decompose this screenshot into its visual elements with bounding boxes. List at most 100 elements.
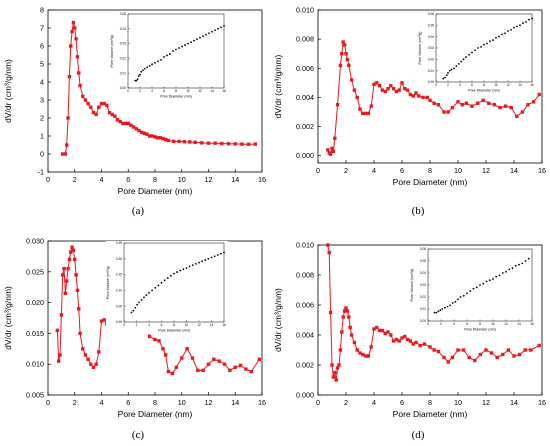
inset-point <box>166 54 168 57</box>
inset-point <box>160 58 162 61</box>
inset-point <box>439 309 442 312</box>
data-point <box>71 20 76 25</box>
data-point <box>134 127 138 131</box>
data-point <box>59 313 64 317</box>
data-point <box>484 348 488 352</box>
inset-point <box>462 294 465 297</box>
data-point <box>253 142 258 146</box>
data-point <box>217 359 221 363</box>
inset-point <box>190 41 192 44</box>
data-point <box>196 368 200 373</box>
data-point <box>62 267 66 271</box>
inset-x-tick-label: 0 <box>435 83 437 87</box>
inset-point <box>202 35 204 38</box>
x-tick-label: 12 <box>482 166 490 175</box>
x-tick-label: 10 <box>454 398 462 407</box>
inset-point <box>157 284 160 287</box>
data-point <box>328 152 333 156</box>
data-point <box>344 52 348 56</box>
y-tick-label: 0.000 <box>296 391 314 400</box>
data-point <box>153 135 157 139</box>
inset-point <box>139 73 141 76</box>
x-tick-label: 2 <box>73 175 77 184</box>
data-point <box>363 354 368 358</box>
data-point <box>348 325 352 330</box>
x-tick-label: 12 <box>482 398 490 407</box>
y-tick-label: 0.004 <box>296 331 314 340</box>
data-point <box>201 368 205 373</box>
inset-point <box>444 306 446 309</box>
data-point <box>380 88 385 92</box>
inset-point <box>140 70 143 73</box>
inset-background <box>110 12 228 100</box>
y-tick-label: 0.008 <box>296 35 314 44</box>
data-point <box>147 334 152 339</box>
inset-point <box>446 305 449 308</box>
panel-label: (a) <box>132 205 145 217</box>
y-tick-label: 5 <box>40 60 44 69</box>
data-point <box>335 366 340 370</box>
inset-point <box>160 281 163 284</box>
data-point <box>153 337 157 342</box>
data-point <box>352 340 357 345</box>
data-point <box>123 121 128 126</box>
inset-point <box>531 17 533 20</box>
data-point <box>63 152 68 156</box>
x-axis-title: Pore Diameter (nm) <box>118 186 193 196</box>
y-axis-title: dV/dr (cm³/g/nm) <box>273 54 283 118</box>
data-point <box>164 353 168 357</box>
inset-point <box>433 311 436 314</box>
data-point <box>77 307 81 311</box>
inset-plot: 0 2 4 6 8 10 12 14 16 0.00 0.01 0.02 0.03 0.04 0.05 0.0… <box>418 12 536 94</box>
inset-y-tick-label: 0.03 <box>428 46 434 50</box>
inset-point <box>138 301 140 304</box>
inset-y-tick-label: 0.06 <box>428 12 434 16</box>
inset-y-tick-label: 0.04 <box>428 35 434 39</box>
inset-point <box>495 36 497 39</box>
inset-point <box>459 296 462 298</box>
data-point <box>523 348 527 352</box>
data-point <box>450 355 455 360</box>
data-point <box>330 363 334 367</box>
data-point <box>137 128 141 133</box>
x-tick-label: 8 <box>153 175 157 184</box>
inset-y-tick-label: 0.20 <box>116 257 122 261</box>
inset-point <box>510 28 512 31</box>
data-point <box>347 63 351 68</box>
data-point <box>228 368 232 373</box>
x-tick-label: 4 <box>100 398 104 407</box>
data-point <box>366 354 371 358</box>
data-point <box>139 130 144 135</box>
inset-point <box>451 302 454 304</box>
data-point <box>460 103 464 107</box>
inset-point <box>163 279 166 282</box>
data-point <box>341 40 345 44</box>
inset-x-tick-label: 4 <box>453 322 455 326</box>
inset-y-tick-label: 0.02 <box>420 295 426 299</box>
data-point <box>467 355 471 360</box>
data-point <box>526 103 530 107</box>
data-point <box>206 141 211 145</box>
data-point <box>327 250 331 255</box>
data-point <box>94 112 98 117</box>
data-point <box>386 330 390 334</box>
data-point <box>155 136 160 140</box>
data-point <box>403 334 407 339</box>
inset-point <box>211 30 213 33</box>
data-point <box>372 82 376 87</box>
data-point <box>345 309 350 313</box>
inset-y-tick-label: 0.25 <box>116 241 122 245</box>
inset-background <box>418 12 536 94</box>
data-point <box>240 142 244 146</box>
data-point <box>83 98 88 102</box>
inset-x-tick-label: 4 <box>151 89 153 93</box>
data-point <box>400 336 404 340</box>
inset-y-tick-label: 0.03 <box>120 42 126 46</box>
inset-point <box>204 259 207 261</box>
data-point <box>334 378 338 382</box>
inset-point <box>442 77 445 80</box>
series-line <box>327 244 540 381</box>
data-point <box>340 330 344 334</box>
data-point <box>249 369 253 374</box>
inset-x-tick-label: 16 <box>222 323 226 327</box>
